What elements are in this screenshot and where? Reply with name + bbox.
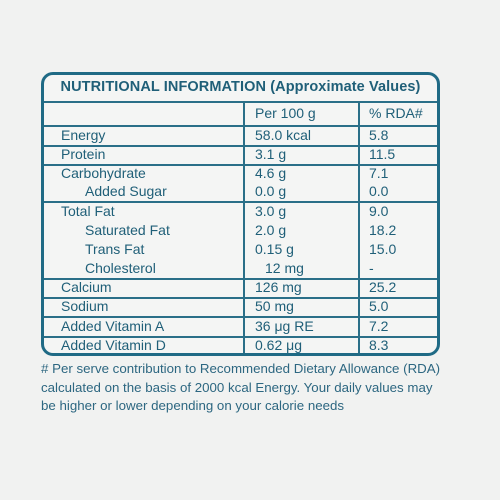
nutrient-value: 0.62 μg	[255, 337, 302, 353]
nutrient-value: 3.0 g	[255, 203, 287, 219]
nutrient-value: 0.0 g	[255, 183, 287, 199]
nutrient-rda: 11.5	[369, 146, 396, 162]
table-title: NUTRITIONAL INFORMATION (Approximate Val…	[60, 79, 421, 95]
rule-row	[44, 278, 437, 280]
nutrient-rda: 0.0	[369, 183, 389, 199]
nutrient-name: Energy	[61, 127, 106, 143]
column-header-rda: % RDA#	[369, 105, 423, 121]
nutrient-rda: 7.1	[369, 165, 389, 181]
nutrient-name: Added Vitamin D	[61, 337, 166, 353]
rule-row	[44, 201, 437, 203]
nutrient-rda: 8.3	[369, 337, 389, 353]
nutrient-rda: 25.2	[369, 279, 397, 295]
nutrient-value: 12 mg	[265, 260, 304, 276]
rule-row	[44, 316, 437, 318]
nutrient-name: Calcium	[61, 279, 112, 295]
nutrient-name: Added Sugar	[85, 183, 167, 199]
nutrient-name: Cholesterol	[85, 260, 156, 276]
nutrient-value: 0.15 g	[255, 241, 294, 257]
nutrient-rda: 5.8	[369, 127, 389, 143]
nutrition-table: NUTRITIONAL INFORMATION (Approximate Val…	[41, 72, 440, 356]
rule-row	[44, 145, 437, 147]
nutrient-rda: 15.0	[369, 241, 397, 257]
footnote-line: be higher or lower depending on your cal…	[41, 398, 345, 413]
nutrient-name: Total Fat	[61, 203, 115, 219]
nutrient-value: 58.0 kcal	[255, 127, 312, 143]
column-header-per100: Per 100 g	[255, 105, 316, 121]
nutrient-value: 36 μg RE	[255, 318, 314, 334]
rule-row	[44, 297, 437, 299]
column-divider	[243, 101, 245, 353]
rule-under-header	[44, 125, 437, 127]
rda-footnote: # Per serve contribution to Recommended …	[41, 360, 461, 416]
footnote-line: calculated on the basis of 2000 kcal Ene…	[41, 379, 433, 395]
nutrient-rda: 9.0	[369, 203, 389, 219]
nutrient-value: 4.6 g	[255, 165, 287, 181]
nutrient-name: Added Vitamin A	[61, 318, 165, 334]
rule-row	[44, 336, 437, 338]
nutrient-name: Carbohydrate	[61, 165, 146, 181]
nutrient-rda: -	[369, 260, 374, 276]
nutrient-name: Trans Fat	[85, 241, 145, 257]
nutrient-rda: 5.0	[369, 298, 389, 314]
nutrient-name: Saturated Fat	[85, 222, 170, 238]
nutrient-name: Protein	[61, 146, 106, 162]
nutrient-value: 2.0 g	[255, 222, 287, 238]
nutrient-name: Sodium	[61, 298, 109, 314]
rule-row	[44, 164, 437, 166]
footnote-line: # Per serve contribution to Recommended …	[41, 361, 441, 376]
rule-under-title	[44, 101, 437, 103]
nutrient-rda: 18.2	[369, 222, 397, 238]
column-divider	[358, 101, 360, 353]
nutrient-value: 3.1 g	[255, 146, 287, 162]
nutrient-value: 50 mg	[255, 298, 294, 314]
nutrient-rda: 7.2	[369, 318, 389, 334]
nutrient-value: 126 mg	[255, 279, 302, 295]
